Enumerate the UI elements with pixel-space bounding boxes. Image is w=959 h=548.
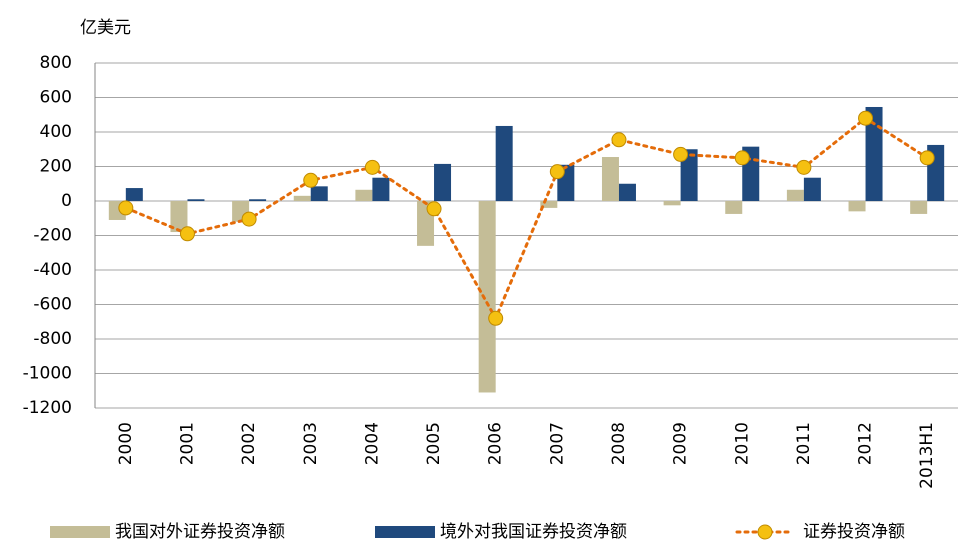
marker: [426, 201, 442, 217]
x-tick-label: 2009: [671, 422, 691, 465]
y-tick-label: -600: [33, 295, 72, 315]
bar: [601, 157, 619, 201]
bar: [187, 199, 205, 201]
bar: [478, 201, 496, 393]
marker: [796, 159, 812, 175]
y-tick-label: -400: [33, 260, 72, 280]
legend-label: 证券投资净额: [803, 522, 905, 542]
bar: [495, 125, 513, 201]
y-tick-label: -800: [33, 329, 72, 349]
marker: [364, 159, 380, 175]
y-tick-label: 200: [40, 157, 72, 177]
marker: [488, 310, 504, 326]
y-tick-label: 0: [61, 191, 72, 211]
bar: [249, 199, 267, 201]
bar: [803, 177, 821, 201]
legend-marker: [757, 524, 773, 540]
marker: [118, 200, 134, 216]
bar: [680, 149, 698, 201]
bar: [725, 201, 743, 214]
y-tick-label: 600: [40, 88, 72, 108]
legend-label: 境外对我国证券投资净额: [440, 522, 627, 542]
bar: [125, 188, 143, 201]
x-tick-label: 2004: [362, 422, 382, 465]
bar: [786, 189, 804, 201]
bar: [355, 189, 373, 201]
x-tick-label: 2010: [732, 422, 752, 465]
marker: [734, 150, 750, 166]
marker: [858, 110, 874, 126]
x-tick-label: 2003: [301, 422, 321, 465]
bar: [540, 201, 558, 208]
x-tick-label: 2000: [116, 422, 136, 465]
x-tick-label: 2007: [547, 422, 567, 465]
bar: [848, 201, 866, 212]
y-axis-label: 亿美元: [80, 18, 131, 38]
x-tick-label: 2001: [177, 422, 197, 465]
bar: [618, 183, 636, 201]
x-tick-label: 2002: [239, 422, 259, 465]
marker: [611, 132, 627, 148]
bar: [372, 177, 390, 201]
bar: [293, 195, 311, 201]
bar: [434, 163, 452, 201]
y-tick-label: 800: [40, 53, 72, 73]
x-tick-label: 2011: [794, 422, 814, 465]
marker: [673, 146, 689, 162]
x-tick-label: 2005: [424, 422, 444, 465]
x-tick-label: 2013H1: [917, 422, 937, 489]
bar: [910, 201, 928, 214]
legend-swatch: [50, 526, 110, 538]
marker: [919, 150, 935, 166]
y-tick-label: -1000: [23, 364, 72, 384]
x-tick-label: 2008: [609, 422, 629, 465]
x-tick-label: 2012: [856, 422, 876, 465]
marker: [303, 172, 319, 188]
line: [124, 116, 929, 322]
marker: [241, 211, 257, 227]
y-tick-label: 400: [40, 122, 72, 142]
bar: [865, 106, 883, 201]
bar: [170, 201, 188, 233]
marker: [179, 226, 195, 242]
marker: [549, 164, 565, 180]
bar: [310, 186, 328, 201]
x-tick-label: 2006: [486, 422, 506, 465]
y-tick-label: -1200: [23, 398, 72, 418]
legend-label: 我国对外证券投资净额: [115, 522, 285, 542]
legend-swatch: [375, 526, 435, 538]
y-tick-label: -200: [33, 226, 72, 246]
bar: [663, 201, 681, 206]
